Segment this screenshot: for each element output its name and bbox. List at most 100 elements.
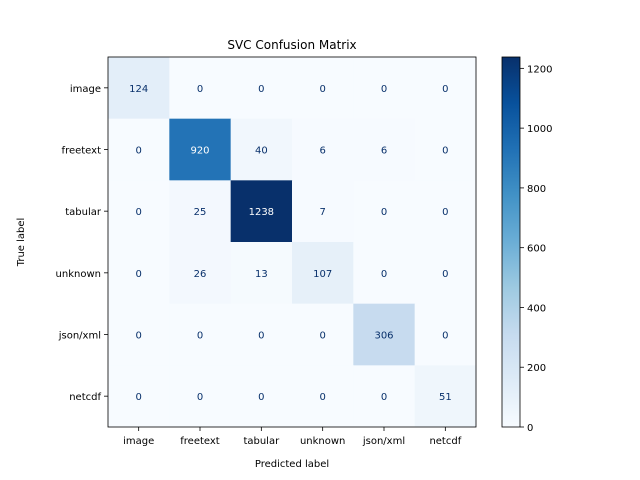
- cell-value-label: 7: [319, 207, 325, 218]
- cell-value-label: 0: [442, 331, 448, 342]
- heatmap-cell: [230, 57, 293, 120]
- y-tick-label: freetext: [62, 146, 102, 157]
- cell-value-label: 26: [194, 269, 207, 280]
- cell-value-label: 107: [313, 269, 332, 280]
- x-axis-label: Predicted label: [255, 459, 329, 470]
- heatmap-cell: [108, 57, 170, 120]
- heatmap-cell: [108, 118, 170, 181]
- cell-value-label: 0: [442, 84, 448, 95]
- x-tick-label: unknown: [300, 436, 345, 447]
- cell-value-label: 0: [381, 269, 387, 280]
- heatmap-cell: [414, 242, 477, 305]
- cell-value-label: 0: [197, 331, 203, 342]
- cell-value-label: 40: [255, 146, 268, 157]
- x-tick-label: freetext: [180, 436, 220, 447]
- matrix-frame: [107, 56, 477, 428]
- cell-value-label: 0: [135, 392, 141, 403]
- cell-value-label: 920: [190, 146, 209, 157]
- heatmap-cell: [230, 303, 293, 366]
- x-tick-label: netcdf: [429, 436, 461, 447]
- heatmap-cell: [353, 118, 416, 181]
- heatmap-cells: [108, 57, 477, 428]
- heatmap-cell: [169, 180, 232, 243]
- cell-value-label: 0: [135, 269, 141, 280]
- cell-value-label: 1238: [249, 207, 274, 218]
- colorbar: [501, 56, 521, 428]
- cell-value-label: 0: [381, 207, 387, 218]
- heatmap-cell: [108, 303, 170, 366]
- heatmap-cell: [414, 180, 477, 243]
- heatmap-cell: [230, 242, 293, 305]
- heatmap-cell: [353, 57, 416, 120]
- heatmap-cell: [353, 242, 416, 305]
- cell-value-label: 0: [258, 331, 264, 342]
- y-tick-label: image: [70, 84, 101, 95]
- heatmap-cell: [169, 303, 232, 366]
- heatmap-cell: [414, 118, 477, 181]
- cell-value-label: 6: [381, 146, 387, 157]
- heatmap-cell: [230, 365, 293, 428]
- heatmap-cell: [292, 57, 354, 120]
- heatmap-cell: [169, 57, 232, 120]
- x-tick-label: json/xml: [362, 436, 405, 447]
- heatmap-cell: [230, 118, 293, 181]
- cell-value-label: 0: [442, 146, 448, 157]
- cell-value-label: 0: [258, 392, 264, 403]
- cell-value-label: 13: [255, 269, 268, 280]
- cell-value-label: 124: [129, 84, 148, 95]
- heatmap-cell: [353, 180, 416, 243]
- cell-value-label: 0: [319, 331, 325, 342]
- heatmap-cell-labels: 124 0 0 0 0 0 0 920 40 6 6 0 0 25 1238 7 0 0 0 26 13 107 0 0 0 0 0…: [129, 84, 452, 403]
- heatmap-cell: [292, 303, 354, 366]
- heatmap-cell: [292, 118, 354, 181]
- cell-value-label: 0: [319, 392, 325, 403]
- heatmap-cell: [292, 180, 354, 243]
- y-axis-label: True label: [16, 218, 27, 268]
- cell-value-label: 0: [135, 146, 141, 157]
- heatmap-cell: [292, 242, 354, 305]
- colorbar-tick-label: 1200: [527, 64, 552, 75]
- colorbar-tick-label: 600: [527, 244, 546, 255]
- x-tick-label: tabular: [243, 436, 280, 447]
- cell-value-label: 0: [258, 84, 264, 95]
- cell-value-label: 0: [135, 331, 141, 342]
- y-tick-label: tabular: [65, 207, 102, 218]
- heatmap-cell: [414, 365, 477, 428]
- colorbar-tick-label: 0: [527, 423, 533, 434]
- heatmap-cell: [169, 242, 232, 305]
- x-tick-label: image: [123, 436, 154, 447]
- heatmap-cell: [353, 365, 416, 428]
- cell-value-label: 0: [442, 269, 448, 280]
- cell-value-label: 0: [381, 392, 387, 403]
- heatmap-cell: [414, 57, 477, 120]
- heatmap-cell: [292, 365, 354, 428]
- cell-value-label: 51: [439, 392, 452, 403]
- heatmap-cell: [108, 365, 170, 428]
- cell-value-label: 0: [442, 207, 448, 218]
- cell-value-label: 306: [374, 331, 393, 342]
- cell-value-label: 0: [197, 392, 203, 403]
- colorbar-tick-label: 400: [527, 303, 546, 314]
- heatmap-cell: [108, 180, 170, 243]
- cell-value-label: 0: [381, 84, 387, 95]
- y-tick-label: unknown: [56, 269, 101, 280]
- cell-value-label: 25: [194, 207, 207, 218]
- heatmap-cell: [414, 303, 477, 366]
- colorbar-ticks: 0 200 400 600 800 1000 1200: [520, 64, 552, 434]
- x-axis-ticks: image freetext tabular unknown json/xml netcd…: [123, 427, 462, 447]
- heatmap-cell: [230, 180, 293, 243]
- cell-value-label: 0: [197, 84, 203, 95]
- chart-title: SVC Confusion Matrix: [227, 38, 356, 52]
- y-axis-ticks: image freetext tabular unknown json/xml netcd…: [56, 84, 108, 403]
- colorbar-tick-label: 800: [527, 184, 546, 195]
- colorbar-tick-label: 1000: [527, 124, 552, 135]
- heatmap-cell: [108, 242, 170, 305]
- heatmap-cell: [169, 365, 232, 428]
- heatmap-cell: [169, 118, 232, 181]
- y-tick-label: json/xml: [58, 331, 101, 342]
- cell-value-label: 0: [135, 207, 141, 218]
- y-tick-label: netcdf: [69, 392, 101, 403]
- colorbar-tick-label: 200: [527, 363, 546, 374]
- cell-value-label: 6: [319, 146, 325, 157]
